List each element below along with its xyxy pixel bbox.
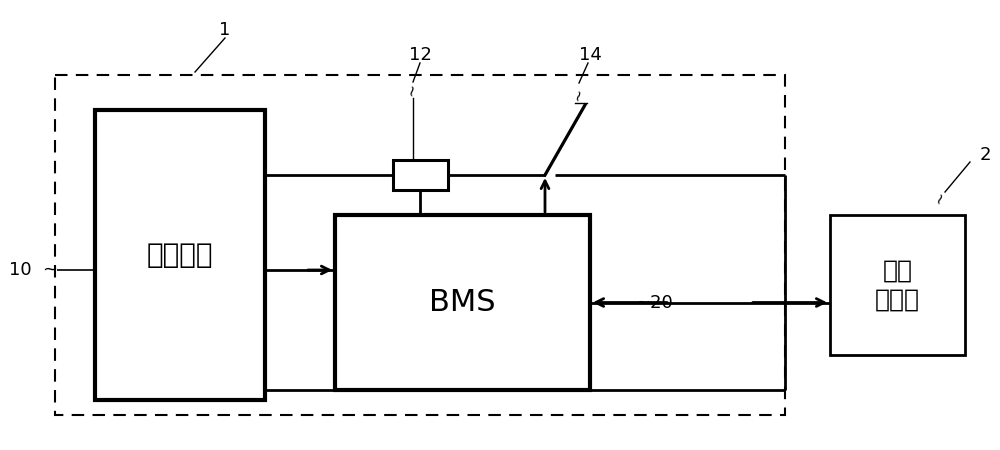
Bar [830,215,965,355]
Text: 2: 2 [979,146,991,164]
Text: 12: 12 [409,46,431,64]
Text: 14: 14 [579,46,601,64]
Text: ~: ~ [42,261,58,279]
Text: BMS: BMS [429,288,496,317]
Text: 电池模块: 电池模块 [147,241,213,269]
Text: 10: 10 [9,261,31,279]
Bar [95,110,265,400]
Text: 上级
控制器: 上级 控制器 [875,258,920,312]
Bar [335,215,590,390]
Text: ~20: ~20 [635,293,673,311]
Bar [55,75,785,415]
Text: ~: ~ [931,189,949,207]
Bar [393,160,448,190]
Text: ~: ~ [404,82,420,98]
Text: 1: 1 [219,21,231,39]
Text: ~: ~ [569,87,587,103]
